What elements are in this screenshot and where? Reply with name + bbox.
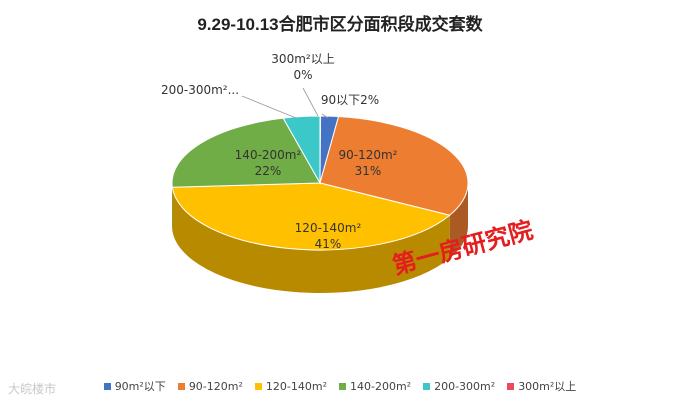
- pie-slice-120-140m2-side: [172, 187, 450, 293]
- pie-slice-300m2-above: [319, 115, 322, 184]
- data-label-90m2-below: 90以下2%: [321, 93, 379, 107]
- data-label-140-200m2: 140-200m² 22%: [235, 148, 302, 178]
- pie-sides: [172, 183, 469, 293]
- data-label-120-140m2: 120-140m² 41%: [295, 221, 362, 251]
- legend-swatch: [339, 382, 346, 390]
- leader-line-300m2-above: [302, 87, 319, 117]
- leader-line-90m2-below: [321, 113, 329, 119]
- legend-swatch: [103, 382, 111, 390]
- legend-item-200-300m2: 200-300m²: [423, 378, 495, 394]
- pie-slice-90-120m2-side: [449, 183, 469, 259]
- legend-label: 200-300m²: [434, 379, 496, 393]
- leader-line-200-300m2: [241, 95, 297, 119]
- data-label-90-120m2: 90-120m² 31%: [338, 148, 397, 178]
- pie-slice-120-140m2: [171, 182, 451, 251]
- data-label-300m2-above: 300m²以上 0%: [271, 52, 334, 82]
- legend-item-120-140m2: 120-140m²: [254, 378, 327, 394]
- legend-item-140-200m2: 140-200m²: [339, 378, 411, 394]
- legend-label: 140-200m²: [350, 379, 412, 393]
- legend-label: 120-140m²: [265, 379, 327, 393]
- pie-slice-140-200m2: [171, 117, 321, 188]
- legend-swatch: [507, 382, 515, 390]
- legend-item-90-120m2: 90-120m²: [177, 378, 243, 394]
- data-label-200-300m2: 200-300m²...: [161, 83, 239, 97]
- chart-title: 9.29-10.13合肥市区分面积段成交套数: [197, 15, 483, 34]
- legend-swatch: [177, 382, 185, 390]
- legend-item-300m2-above: 300m²以上: [507, 378, 576, 394]
- pie-slice-90-120m2: [319, 116, 469, 216]
- legend-swatch: [423, 382, 431, 390]
- legend-swatch: [254, 382, 262, 390]
- legend-item-90m2-below: 90m²以下: [103, 378, 166, 394]
- corner-watermark: 大皖楼市: [8, 382, 57, 396]
- legend-label: 90-120m²: [188, 379, 243, 393]
- pie-top: [171, 115, 469, 251]
- legend-label: 300m²以上: [518, 380, 577, 393]
- pie-labels: 90以下2% 90-120m² 31% 120-140m² 41% 140-200m² 22…: [161, 52, 398, 251]
- legend: 90m²以下 90-120m² 120-140m² 140-200m² 200-300m…: [0, 378, 680, 394]
- legend-label: 90m²以下: [114, 380, 166, 393]
